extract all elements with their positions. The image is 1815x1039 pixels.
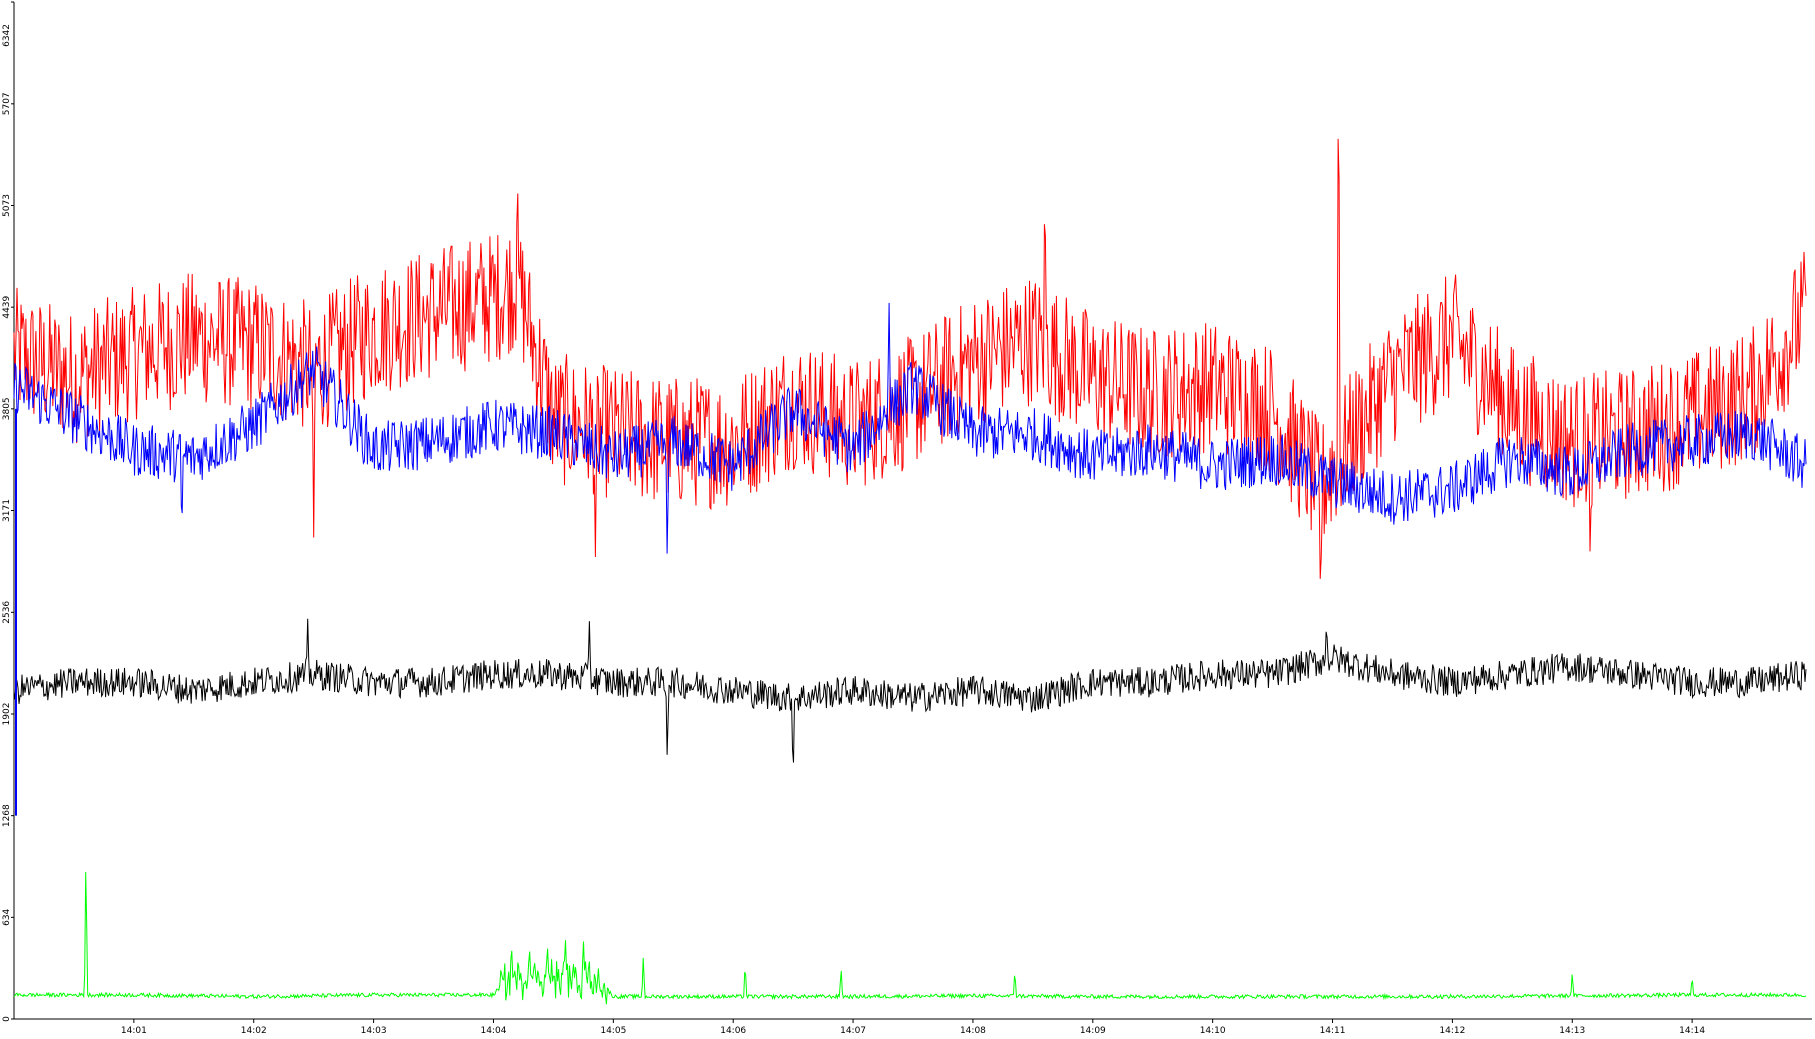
x-tick-label: 14:09: [1080, 1026, 1106, 1036]
y-tick-label: 1902: [2, 703, 12, 726]
x-tick-label: 14:07: [840, 1026, 866, 1036]
x-tick-label: 14:11: [1320, 1026, 1346, 1036]
y-tick-label: 1268: [2, 804, 12, 827]
series-line-0: [13, 138, 1807, 579]
y-tick-label: 634: [2, 908, 12, 925]
plot-frame: [13, 2, 1812, 1020]
y-tick-label: 0: [2, 1016, 12, 1022]
y-tick-label: 5707: [2, 92, 12, 115]
series-line-2: [13, 618, 1807, 763]
y-tick-label: 2536: [2, 601, 12, 624]
y-tick-label: 5073: [2, 194, 12, 217]
x-tick-label: 14:02: [241, 1026, 267, 1036]
y-tick-label: 3805: [2, 397, 12, 420]
series-line-3: [13, 871, 1807, 1005]
x-tick-label: 14:03: [361, 1026, 387, 1036]
x-tick-label: 14:10: [1200, 1026, 1226, 1036]
x-tick-label: 14:04: [480, 1026, 506, 1036]
x-tick-label: 14:13: [1559, 1026, 1585, 1036]
x-tick-label: 14:06: [720, 1026, 746, 1036]
y-axis: 0 634 1268 1902 2536 3171 3805 4439 5073 5707 6342: [2, 1, 14, 1022]
x-tick-label: 14:08: [960, 1026, 986, 1036]
x-tick-label: 14:05: [600, 1026, 626, 1036]
y-tick-label: 6342: [2, 24, 12, 47]
x-tick-label: 14:12: [1439, 1026, 1465, 1036]
y-tick-label: 4439: [2, 295, 12, 318]
x-axis: 14:01 14:02 14:03 14:04 14:05 14:06 14:07 14:08…: [121, 1019, 1705, 1036]
x-tick-label: 14:14: [1679, 1026, 1705, 1036]
series-layer: [13, 138, 1807, 1005]
series-line-1: [13, 302, 1807, 554]
x-tick-label: 14:01: [121, 1026, 147, 1036]
y-tick-label: 3171: [2, 499, 12, 522]
